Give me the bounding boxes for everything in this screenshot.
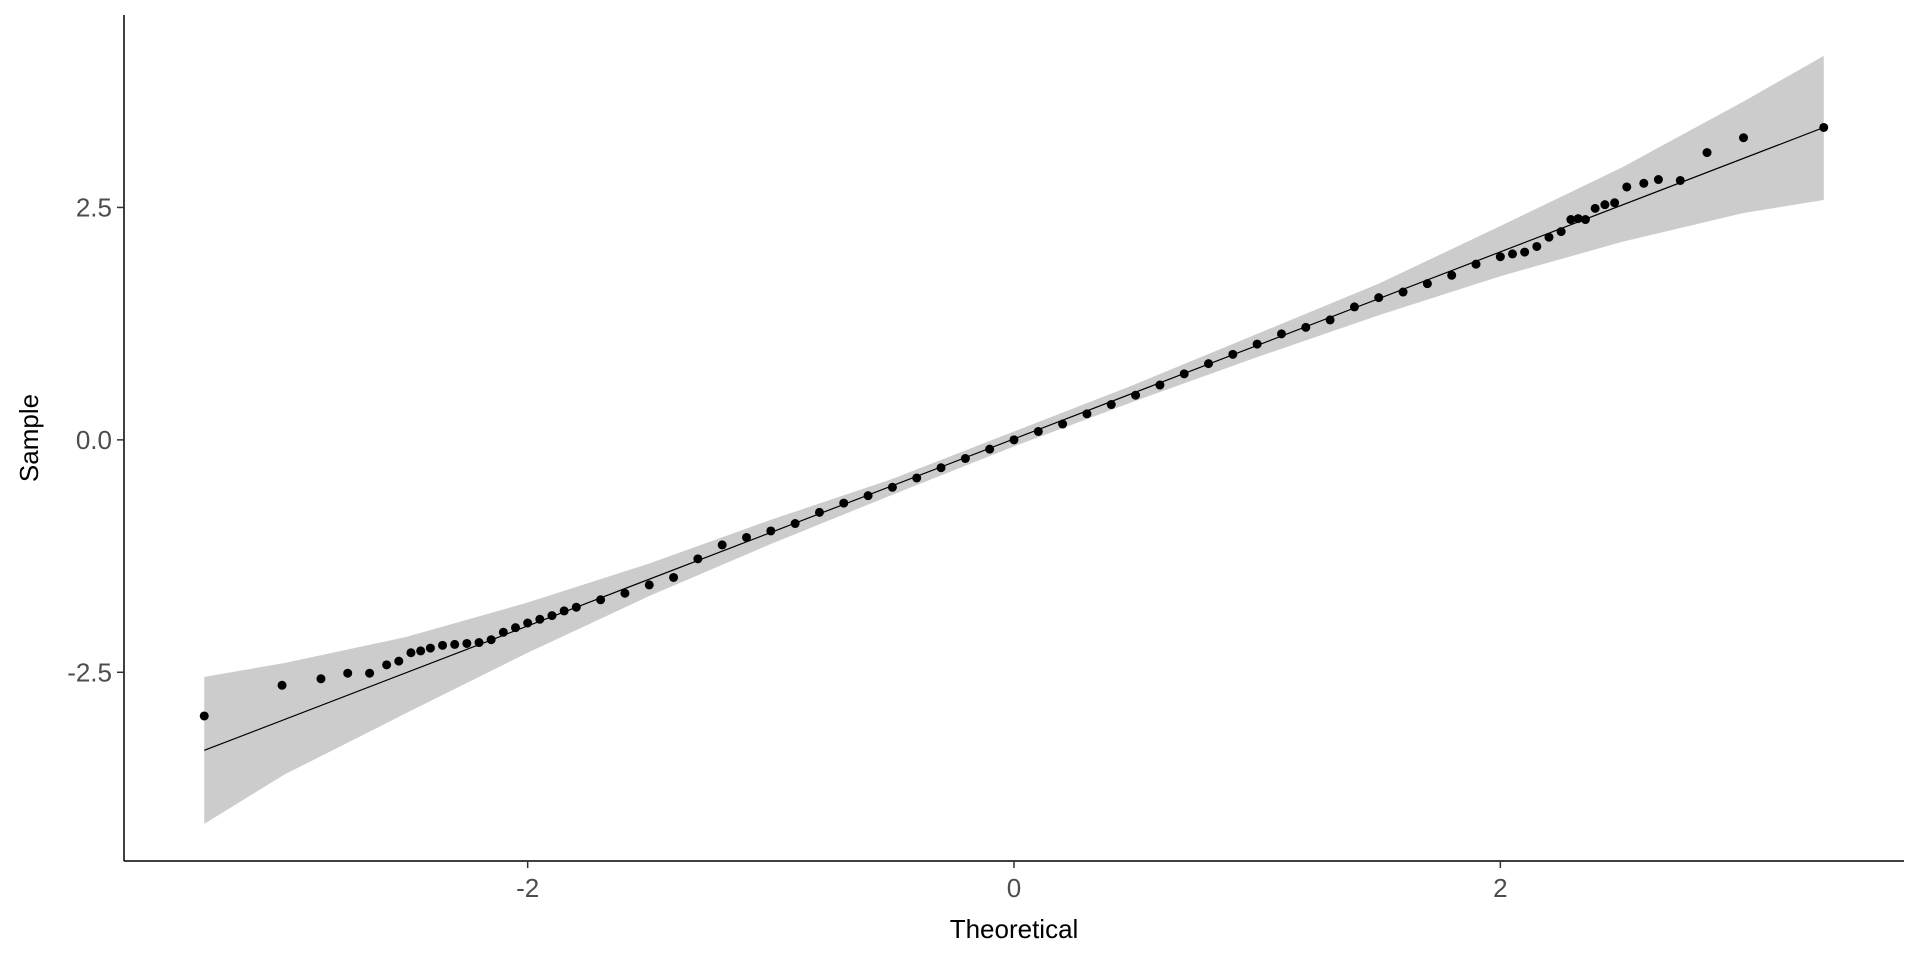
- point: [547, 611, 557, 621]
- point: [1106, 400, 1116, 410]
- point: [1349, 302, 1359, 312]
- point: [1520, 247, 1530, 257]
- point: [1556, 227, 1566, 237]
- point: [1702, 148, 1712, 158]
- point: [462, 638, 472, 648]
- point: [498, 627, 508, 637]
- point: [1566, 215, 1576, 225]
- x-axis-title: Theoretical: [950, 914, 1079, 944]
- point: [438, 640, 448, 650]
- point: [1009, 435, 1019, 445]
- point: [1082, 409, 1092, 419]
- point: [559, 606, 569, 616]
- point: [693, 554, 703, 564]
- point: [936, 463, 946, 473]
- point: [1573, 214, 1583, 224]
- y-tick-label: -2.5: [67, 657, 112, 687]
- point: [644, 580, 654, 590]
- point: [382, 660, 392, 670]
- point: [425, 643, 435, 653]
- point: [571, 602, 581, 612]
- point: [523, 618, 533, 628]
- point: [1532, 241, 1542, 251]
- x-tick-label: 2: [1493, 873, 1507, 903]
- point: [486, 635, 496, 645]
- point: [535, 614, 545, 624]
- point: [1058, 419, 1068, 429]
- x-tick-label: -2: [516, 873, 539, 903]
- point: [887, 482, 897, 492]
- point: [1131, 390, 1141, 400]
- point: [790, 519, 800, 529]
- point: [1495, 252, 1505, 262]
- point: [1610, 198, 1620, 208]
- point: [717, 540, 727, 550]
- point: [1276, 329, 1286, 339]
- x-tick-label: 0: [1007, 873, 1021, 903]
- y-tick-label: 2.5: [76, 192, 112, 222]
- point: [839, 498, 849, 508]
- point: [511, 623, 521, 633]
- point: [1544, 232, 1554, 242]
- point: [669, 572, 679, 582]
- point: [1228, 349, 1238, 359]
- point: [343, 668, 353, 678]
- point: [1252, 339, 1262, 349]
- y-axis-title: Sample: [14, 394, 44, 482]
- point: [960, 453, 970, 463]
- point: [1507, 249, 1517, 259]
- y-tick-label: 0.0: [76, 425, 112, 455]
- point: [277, 680, 287, 690]
- point: [1422, 279, 1432, 289]
- point: [620, 588, 630, 598]
- point: [1325, 315, 1335, 325]
- point: [985, 444, 995, 454]
- point: [596, 595, 606, 605]
- point: [1033, 426, 1043, 436]
- point: [365, 668, 375, 678]
- point: [450, 639, 460, 649]
- point: [742, 532, 752, 542]
- point: [1580, 215, 1590, 225]
- point: [316, 674, 326, 684]
- point: [416, 646, 426, 656]
- point: [394, 656, 404, 666]
- point: [406, 648, 416, 658]
- point: [1447, 270, 1457, 280]
- point: [1675, 175, 1685, 185]
- point: [1600, 200, 1610, 210]
- point: [814, 507, 824, 517]
- point: [863, 491, 873, 501]
- point: [1590, 203, 1600, 213]
- point: [1639, 178, 1649, 188]
- point: [1179, 369, 1189, 379]
- point: [1204, 359, 1214, 369]
- point: [912, 473, 922, 483]
- point: [1819, 122, 1829, 132]
- point: [1622, 182, 1632, 192]
- point: [1398, 287, 1408, 297]
- point: [1739, 133, 1749, 143]
- point: [1374, 293, 1384, 303]
- point: [1155, 380, 1165, 390]
- point: [474, 638, 484, 648]
- point: [1471, 259, 1481, 269]
- point: [199, 711, 209, 721]
- point: [766, 526, 776, 536]
- point: [1653, 175, 1663, 185]
- point: [1301, 322, 1311, 332]
